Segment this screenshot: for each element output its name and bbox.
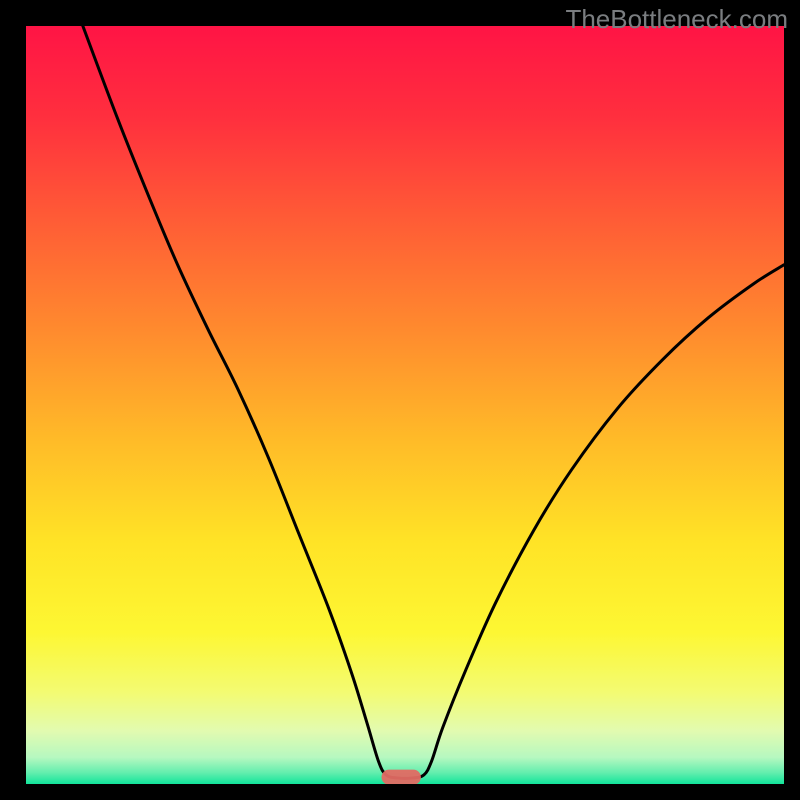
gradient-background: [26, 26, 784, 784]
bottleneck-plot: [26, 26, 784, 784]
watermark-text: TheBottleneck.com: [565, 4, 788, 35]
chart-frame: TheBottleneck.com: [0, 0, 800, 800]
bottleneck-marker: [382, 770, 421, 784]
